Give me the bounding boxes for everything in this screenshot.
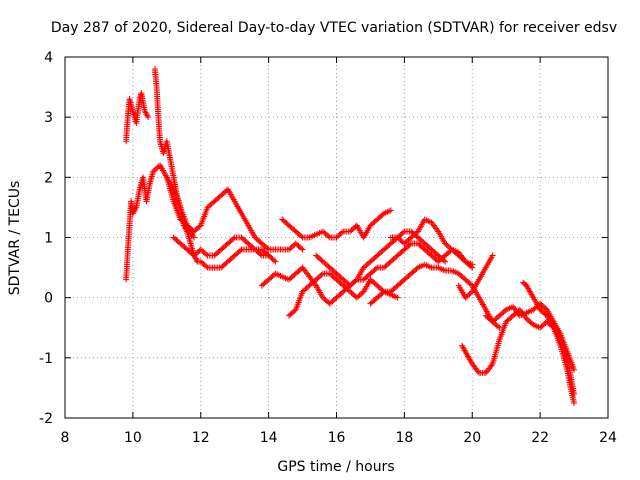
x-tick-label: 8 — [61, 430, 70, 446]
y-tick-label: 4 — [44, 50, 53, 66]
data-point — [440, 257, 447, 264]
series-s2 — [123, 90, 152, 145]
data-point — [271, 257, 278, 264]
data-point — [495, 323, 502, 330]
data-point — [338, 229, 345, 236]
data-point — [400, 229, 407, 236]
x-axis-label: GPS time / hours — [277, 459, 394, 475]
data-point — [447, 245, 454, 252]
data-point — [272, 258, 279, 265]
data-point — [469, 261, 476, 268]
data-point — [379, 289, 386, 296]
x-tick-label: 12 — [192, 430, 210, 446]
series-s3 — [151, 66, 272, 271]
data-point — [571, 366, 578, 373]
data-point — [496, 324, 503, 331]
y-tick-label: 2 — [44, 170, 53, 186]
x-tick-label: 24 — [599, 430, 617, 446]
x-tick-label: 22 — [531, 430, 549, 446]
y-tick-label: -2 — [39, 411, 53, 427]
data-point — [372, 265, 379, 272]
data-point — [190, 234, 197, 241]
data-point — [489, 252, 496, 259]
data-layer — [123, 66, 578, 406]
chart-title: Day 287 of 2020, Sidereal Day-to-day VTE… — [51, 20, 617, 36]
series-s6 — [258, 240, 476, 307]
data-point — [394, 294, 401, 301]
data-point — [318, 271, 325, 278]
data-point — [203, 263, 210, 270]
y-axis-label: SDTVAR / TECUs — [7, 181, 23, 296]
series-s12 — [455, 252, 496, 301]
data-point — [230, 235, 237, 242]
series-s10 — [367, 261, 503, 331]
data-point — [387, 207, 394, 214]
data-point — [379, 211, 386, 218]
y-tick-label: 3 — [44, 110, 53, 126]
data-point — [406, 241, 413, 248]
data-point — [442, 258, 449, 265]
x-tick-label: 10 — [124, 430, 142, 446]
data-point — [413, 265, 420, 272]
x-tick-label: 20 — [463, 430, 481, 446]
data-point — [528, 320, 535, 327]
data-point — [145, 114, 152, 121]
data-point — [298, 245, 305, 252]
data-point — [291, 307, 298, 314]
data-point — [196, 223, 203, 230]
data-point — [325, 233, 332, 240]
x-tick-label: 14 — [260, 430, 278, 446]
x-tick-label: 18 — [395, 430, 413, 446]
series-s7 — [279, 207, 394, 241]
series-s8 — [285, 270, 401, 319]
series-s15 — [520, 279, 578, 406]
series-s4 — [163, 174, 306, 253]
y-tick-label: -1 — [39, 351, 53, 367]
data-point — [298, 233, 305, 240]
data-point — [501, 307, 508, 314]
data-point — [250, 245, 257, 252]
y-tick-label: 0 — [44, 291, 53, 307]
data-point — [264, 245, 271, 252]
data-point — [571, 399, 578, 406]
series-s5 — [170, 234, 279, 265]
y-tick-label: 1 — [44, 231, 53, 247]
grid — [65, 57, 608, 418]
data-point — [237, 247, 244, 254]
series-s11 — [387, 216, 476, 268]
x-tick-label: 16 — [328, 430, 346, 446]
data-point — [203, 251, 210, 258]
data-point — [299, 246, 306, 253]
